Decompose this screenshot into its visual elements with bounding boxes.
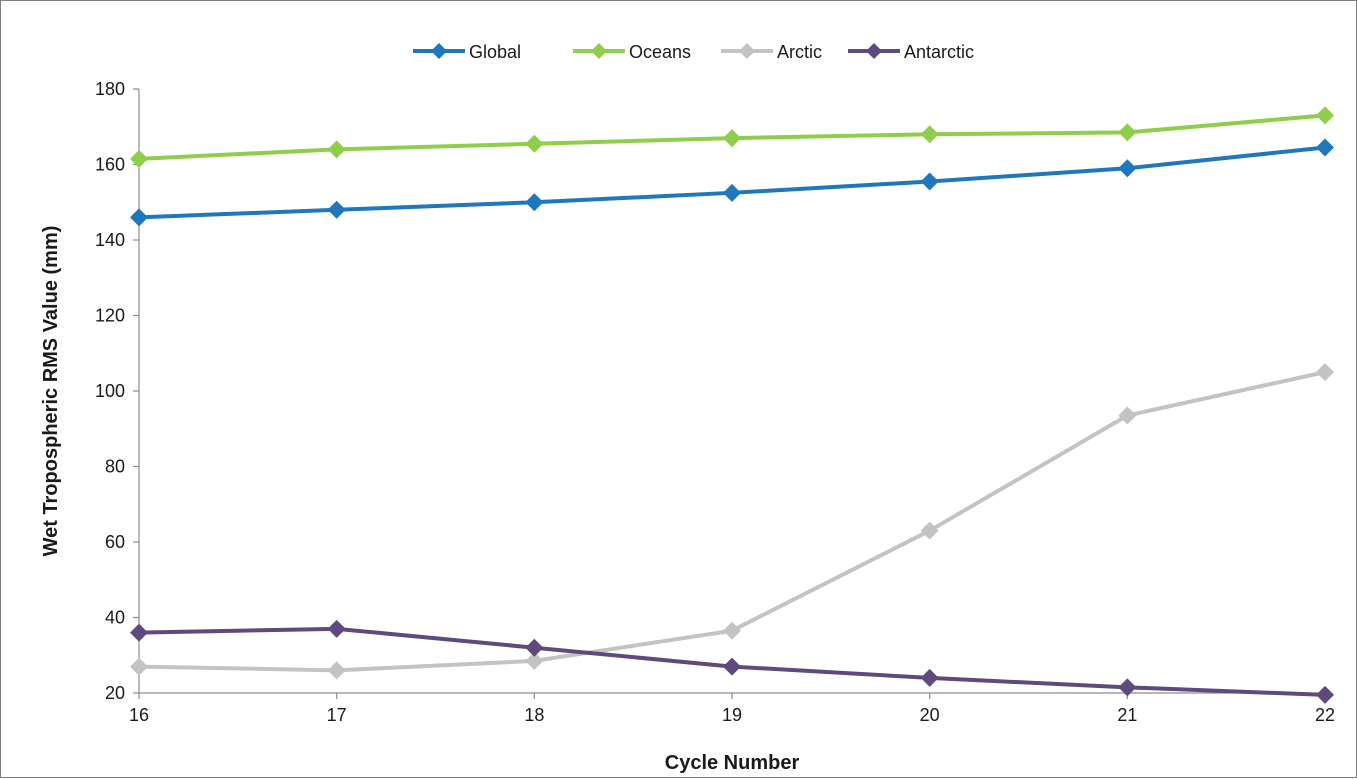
y-tick-label: 60 bbox=[105, 532, 125, 552]
y-tick-label: 120 bbox=[95, 306, 125, 326]
x-axis-title: Cycle Number bbox=[665, 752, 800, 774]
data-point-global bbox=[1118, 159, 1137, 178]
y-tick-label: 20 bbox=[105, 683, 125, 703]
series-arctic bbox=[130, 363, 1334, 680]
y-tick-label: 40 bbox=[105, 608, 125, 628]
legend-item-oceans: Oceans bbox=[573, 42, 691, 62]
y-tick-label: 140 bbox=[95, 230, 125, 250]
y-tick-label: 100 bbox=[95, 381, 125, 401]
data-point-antarctic bbox=[1316, 685, 1334, 704]
data-point-global bbox=[1316, 138, 1334, 157]
data-point-oceans bbox=[723, 129, 741, 148]
y-tick-label: 180 bbox=[95, 79, 125, 99]
data-point-arctic bbox=[130, 657, 148, 676]
y-axis-ticks: 20 40 60 80 100 120 140 160 180 bbox=[95, 79, 139, 703]
data-point-global bbox=[723, 183, 741, 202]
x-tick-label: 17 bbox=[327, 705, 347, 725]
y-tick-label: 80 bbox=[105, 457, 125, 477]
legend-item-arctic: Arctic bbox=[721, 42, 822, 62]
legend-label: Global bbox=[469, 42, 521, 62]
series-layer bbox=[130, 106, 1334, 704]
data-point-oceans bbox=[525, 134, 544, 153]
data-point-arctic bbox=[327, 661, 346, 680]
x-tick-label: 19 bbox=[722, 705, 742, 725]
y-axis-title: Wet Tropospheric RMS Value (mm) bbox=[40, 226, 62, 557]
data-point-global bbox=[327, 200, 346, 219]
legend-label: Antarctic bbox=[904, 42, 974, 62]
axes bbox=[138, 89, 1325, 694]
legend-label: Oceans bbox=[629, 42, 691, 62]
data-point-oceans bbox=[1316, 106, 1334, 125]
data-point-global bbox=[920, 172, 939, 191]
legend-swatch-marker bbox=[431, 43, 447, 59]
legend-item-global: Global bbox=[413, 42, 521, 62]
x-tick-label: 18 bbox=[524, 705, 544, 725]
data-point-arctic bbox=[920, 521, 939, 540]
x-tick-label: 22 bbox=[1315, 705, 1335, 725]
series-oceans bbox=[130, 106, 1334, 168]
data-point-arctic bbox=[525, 651, 544, 670]
x-tick-label: 20 bbox=[920, 705, 940, 725]
legend-swatch-marker bbox=[866, 43, 882, 59]
legend-item-antarctic: Antarctic bbox=[848, 42, 974, 62]
data-point-oceans bbox=[130, 149, 148, 168]
series-antarctic bbox=[130, 619, 1334, 704]
data-point-global bbox=[130, 208, 148, 227]
data-point-antarctic bbox=[723, 657, 741, 676]
data-point-oceans bbox=[327, 140, 346, 159]
data-point-antarctic bbox=[525, 638, 544, 657]
data-point-antarctic bbox=[327, 619, 346, 638]
legend-swatch-marker bbox=[591, 43, 607, 59]
data-point-arctic bbox=[723, 621, 741, 640]
legend-swatch-marker bbox=[739, 43, 755, 59]
data-point-oceans bbox=[920, 125, 939, 144]
x-axis-ticks: 16 17 18 19 20 21 22 bbox=[129, 693, 1335, 725]
data-point-antarctic bbox=[1118, 678, 1137, 697]
series-line-global bbox=[137, 145, 1327, 220]
x-tick-label: 16 bbox=[129, 705, 149, 725]
x-tick-label: 21 bbox=[1117, 705, 1137, 725]
data-point-arctic bbox=[1316, 363, 1334, 382]
series-global bbox=[130, 138, 1334, 227]
data-point-global bbox=[525, 193, 544, 212]
data-point-antarctic bbox=[920, 668, 939, 687]
data-point-oceans bbox=[1118, 123, 1137, 142]
legend: Global Oceans Arctic Antarctic bbox=[413, 42, 974, 62]
data-point-arctic bbox=[1118, 406, 1137, 425]
legend-label: Arctic bbox=[777, 42, 822, 62]
data-point-antarctic bbox=[130, 623, 148, 642]
y-tick-label: 160 bbox=[95, 155, 125, 175]
